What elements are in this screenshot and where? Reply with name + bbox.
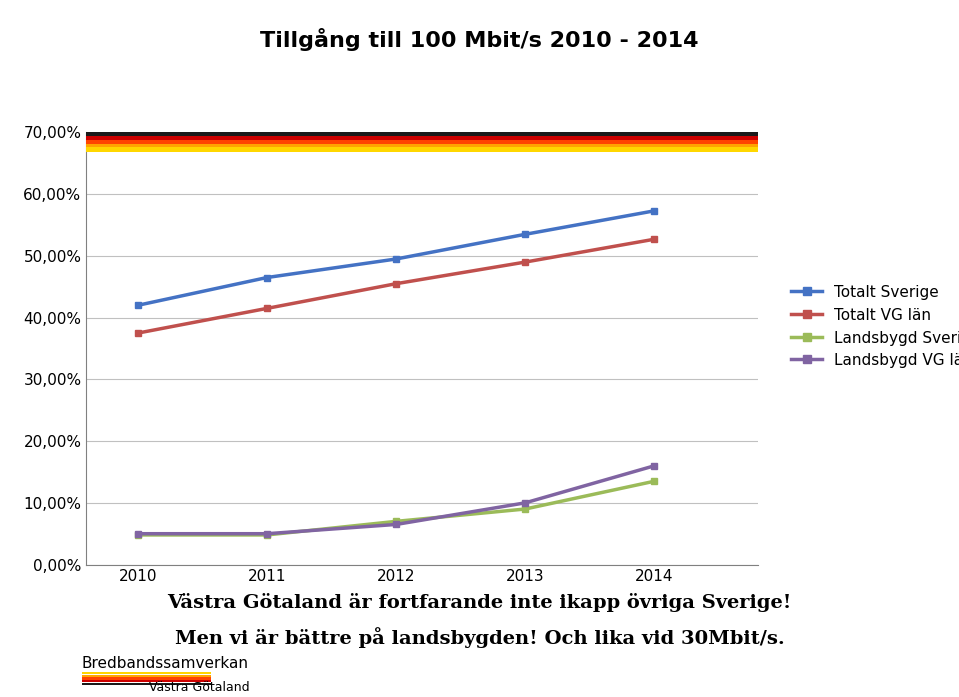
Landsbygd Sverige — [261, 530, 272, 539]
Totalt Sverige — [648, 206, 660, 215]
Totalt VG län — [648, 235, 660, 243]
Landsbygd Sverige — [648, 477, 660, 485]
Line: Totalt VG län: Totalt VG län — [134, 236, 658, 337]
Text: Tillgång till 100 Mbit/s 2010 - 2014: Tillgång till 100 Mbit/s 2010 - 2014 — [260, 28, 699, 51]
Totalt Sverige — [132, 301, 144, 309]
Totalt VG län — [520, 258, 531, 266]
Totalt Sverige — [520, 230, 531, 238]
Text: Bredbandssamverkan: Bredbandssamverkan — [82, 656, 248, 671]
Totalt VG län — [132, 329, 144, 337]
Landsbygd VG län — [261, 530, 272, 538]
Landsbygd Sverige — [390, 517, 402, 526]
Landsbygd VG län — [648, 461, 660, 470]
Bar — [86, 147, 758, 152]
Bar — [86, 131, 758, 136]
Landsbygd Sverige — [520, 505, 531, 513]
Text: Västra Götaland: Västra Götaland — [149, 682, 249, 694]
Landsbygd VG län — [390, 520, 402, 528]
Text: Västra Götaland är fortfarande inte ikapp övriga Sverige!: Västra Götaland är fortfarande inte ikap… — [167, 593, 792, 613]
Landsbygd VG län — [132, 530, 144, 538]
Landsbygd Sverige — [132, 530, 144, 539]
Text: Men vi är bättre på landsbygden! Och lika vid 30Mbit/s.: Men vi är bättre på landsbygden! Och lik… — [175, 627, 784, 648]
Landsbygd VG län — [520, 498, 531, 507]
Totalt Sverige — [390, 255, 402, 263]
Totalt VG län — [261, 304, 272, 312]
Totalt Sverige — [261, 273, 272, 282]
Line: Landsbygd VG län: Landsbygd VG län — [134, 462, 658, 537]
Bar — [86, 140, 758, 144]
Legend: Totalt Sverige, Totalt VG län, Landsbygd Sverige, Landsbygd VG län: Totalt Sverige, Totalt VG län, Landsbygd… — [785, 279, 959, 374]
Bar — [86, 144, 758, 147]
Totalt VG län — [390, 279, 402, 288]
Line: Totalt Sverige: Totalt Sverige — [134, 208, 658, 309]
Line: Landsbygd Sverige: Landsbygd Sverige — [134, 477, 658, 538]
Bar — [86, 136, 758, 140]
